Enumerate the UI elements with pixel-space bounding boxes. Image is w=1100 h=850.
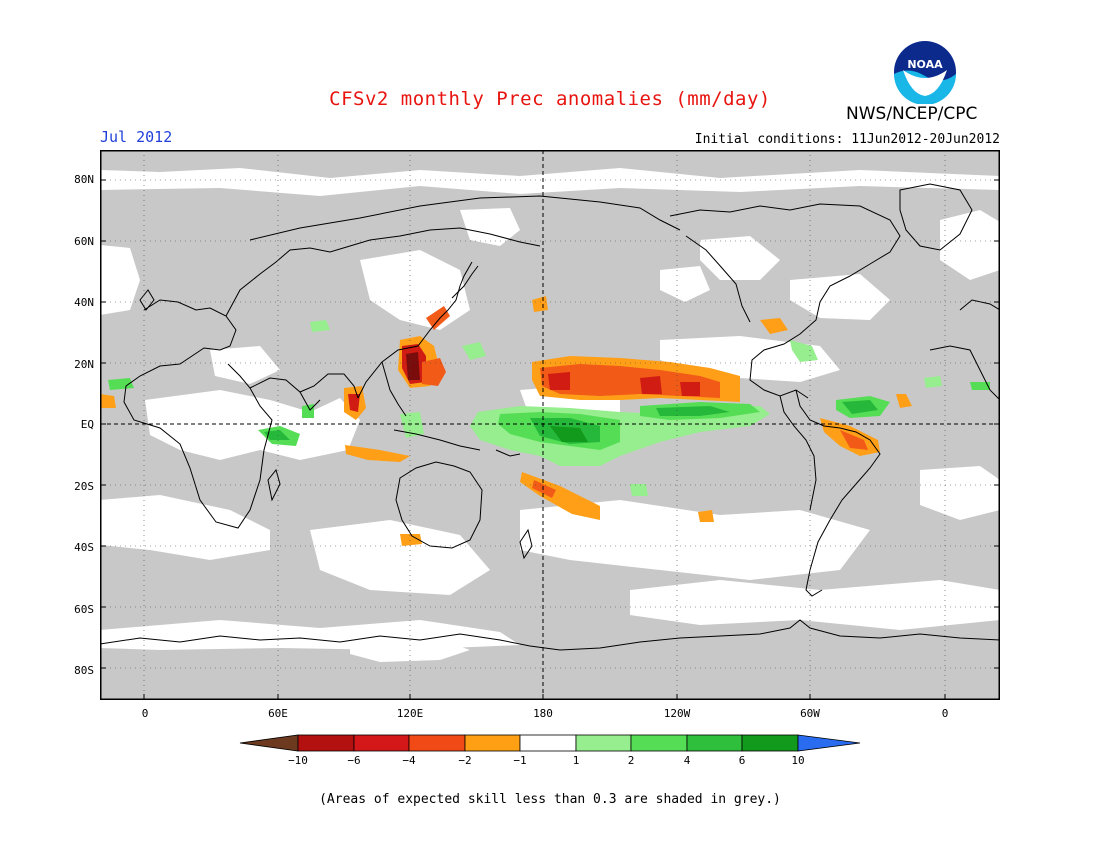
- colorbar-label-m2: −2: [458, 754, 472, 767]
- lat-tick-40n: 40N: [74, 296, 94, 309]
- colorbar-segment-7: [630, 734, 688, 752]
- dry-anomaly-regions: [100, 296, 912, 546]
- colorbar-segment-0: [239, 734, 299, 752]
- lon-tick-180: 180: [533, 707, 553, 720]
- lat-tick-60s: 60S: [74, 603, 94, 616]
- grid-lines: [100, 150, 1000, 700]
- colorbar-segment-5: [519, 734, 577, 752]
- colorbar-segment-1: [297, 734, 355, 752]
- precip-colorbar: [239, 734, 861, 752]
- wet-anomaly-regions: [108, 320, 990, 496]
- lon-tick-120e: 120E: [396, 707, 424, 720]
- colorbar-label-4: 4: [683, 754, 691, 767]
- lon-tick-60w: 60W: [800, 707, 820, 720]
- colorbar-segment-8: [686, 734, 743, 752]
- colorbar-label-m6: −6: [347, 754, 361, 767]
- svg-text:NOAA: NOAA: [907, 58, 943, 71]
- colorbar-label-10: 10: [791, 754, 805, 767]
- skill-footnote: (Areas of expected skill less than 0.3 a…: [319, 792, 781, 807]
- lon-tick-0-east: 0: [941, 707, 949, 720]
- lat-tick-80n: 80N: [74, 173, 94, 186]
- colorbar-segment-4: [464, 734, 521, 752]
- lon-tick-0: 0: [141, 707, 149, 720]
- lat-tick-40s: 40S: [74, 541, 94, 554]
- lat-tick-80s: 80S: [74, 664, 94, 677]
- map-title: CFSv2 monthly Prec anomalies (mm/day): [329, 88, 771, 110]
- colorbar-segment-9: [741, 734, 799, 752]
- colorbar-label-m4: −4: [402, 754, 416, 767]
- colorbar-label-1: 1: [572, 754, 580, 767]
- organization-label: NWS/NCEP/CPC: [846, 104, 978, 124]
- initial-conditions: Initial conditions: 11Jun2012-20Jun2012: [694, 132, 1000, 147]
- colorbar-segment-3: [408, 734, 466, 752]
- forecast-month: Jul 2012: [100, 128, 173, 146]
- lat-tick-20n: 20N: [74, 358, 94, 371]
- precip-anomaly-map: [100, 150, 1000, 700]
- colorbar-segment-10: [797, 734, 861, 752]
- lat-tick-20s: 20S: [74, 480, 94, 493]
- colorbar-segment-2: [353, 734, 410, 752]
- colorbar-label-m10: −10: [288, 754, 308, 767]
- colorbar-segment-6: [575, 734, 632, 752]
- lon-tick-120w: 120W: [663, 707, 691, 720]
- colorbar-label-2: 2: [627, 754, 635, 767]
- axis-ticks: [100, 179, 1000, 700]
- noaa-logo-icon: NOAA: [894, 41, 956, 104]
- colorbar-label-m1: −1: [513, 754, 527, 767]
- lon-tick-60e: 60E: [268, 707, 288, 720]
- colorbar-label-6: 6: [738, 754, 746, 767]
- coastlines: [100, 183, 1000, 651]
- lat-tick-60n: 60N: [74, 235, 94, 248]
- map-frame: [100, 150, 1000, 700]
- lat-tick-eq: EQ: [80, 418, 94, 431]
